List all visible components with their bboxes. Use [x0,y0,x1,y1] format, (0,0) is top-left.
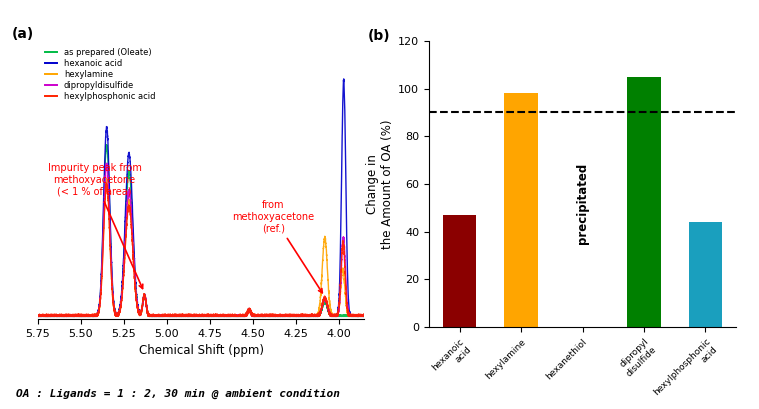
Bar [442,215,477,327]
Bar [688,222,723,327]
Bar [504,93,538,327]
Legend: as prepared (Oleate), hexanoic acid, hexylamine, dipropyldisulfide, hexylphospho: as prepared (Oleate), hexanoic acid, hex… [42,45,158,103]
Text: from
methoxyacetone
(ref.): from methoxyacetone (ref.) [232,200,323,293]
Bar [627,77,661,327]
Text: (a): (a) [12,27,34,41]
X-axis label: Chemical Shift (ppm): Chemical Shift (ppm) [139,344,263,357]
Text: precipitated: precipitated [576,162,589,244]
Text: OA : Ligands = 1 : 2, 30 min @ ambient condition: OA : Ligands = 1 : 2, 30 min @ ambient c… [17,389,340,399]
Y-axis label: Change in
the Amount of OA (%): Change in the Amount of OA (%) [366,119,394,249]
Text: (b): (b) [367,29,390,43]
Text: Impurity peak from
methoxyacetone
(< 1 % of area): Impurity peak from methoxyacetone (< 1 %… [48,163,143,288]
